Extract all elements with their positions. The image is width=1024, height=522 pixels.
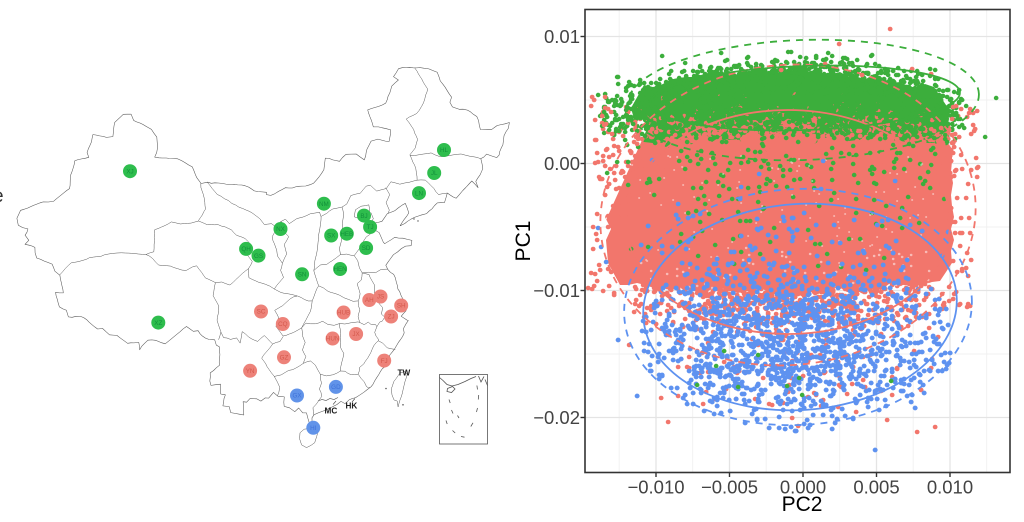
svg-text:GD: GD [331,384,341,391]
svg-text:SN: SN [298,272,307,279]
svg-text:0.01: 0.01 [544,26,580,47]
svg-text:NX: NX [276,226,286,233]
svg-text:0.010: 0.010 [927,477,973,498]
svg-text:e: e [0,186,4,207]
svg-text:XJ: XJ [126,168,133,175]
svg-text:NM: NM [319,201,329,208]
svg-text:HUN: HUN [326,336,340,343]
svg-text:SX: SX [327,233,336,240]
svg-text:LN: LN [415,190,424,197]
svg-text:FJ: FJ [381,358,388,365]
svg-text:BJ: BJ [360,213,367,220]
svg-text:TJ: TJ [367,224,374,231]
svg-text:AH: AH [365,297,374,304]
svg-text:TW: TW [398,369,411,378]
svg-text:SH: SH [397,303,406,310]
svg-text:SD: SD [362,245,371,252]
svg-text:JX: JX [352,331,360,338]
svg-text:GS: GS [254,253,263,260]
svg-text:SC: SC [257,309,266,316]
svg-text:YN: YN [246,368,255,375]
svg-text:HEN: HEN [333,266,347,273]
svg-text:HK: HK [346,402,358,411]
svg-text:JL: JL [431,170,438,177]
svg-text:CQ: CQ [278,321,288,328]
svg-text:QH: QH [241,246,251,253]
svg-text:HEB: HEB [340,231,353,238]
svg-text:ZJ: ZJ [388,314,395,321]
svg-text:XZ: XZ [154,320,162,327]
svg-text:HI: HI [310,425,317,432]
svg-text:MC: MC [325,407,338,416]
svg-text:0.00: 0.00 [544,153,580,174]
svg-text:PC1: PC1 [512,221,535,262]
svg-text:HUB: HUB [337,310,350,317]
svg-text:PC2: PC2 [782,493,823,516]
svg-text:−0.02: −0.02 [533,407,580,428]
svg-text:0.005: 0.005 [853,477,899,498]
svg-text:GX: GX [292,393,302,400]
svg-text:−0.005: −0.005 [701,477,758,498]
svg-text:−0.01: −0.01 [533,280,580,301]
svg-text:−0.010: −0.010 [627,477,684,498]
svg-text:JS: JS [377,294,384,301]
svg-text:0.000: 0.000 [780,477,826,498]
svg-text:HL: HL [440,147,449,154]
svg-text:GZ: GZ [280,355,289,362]
